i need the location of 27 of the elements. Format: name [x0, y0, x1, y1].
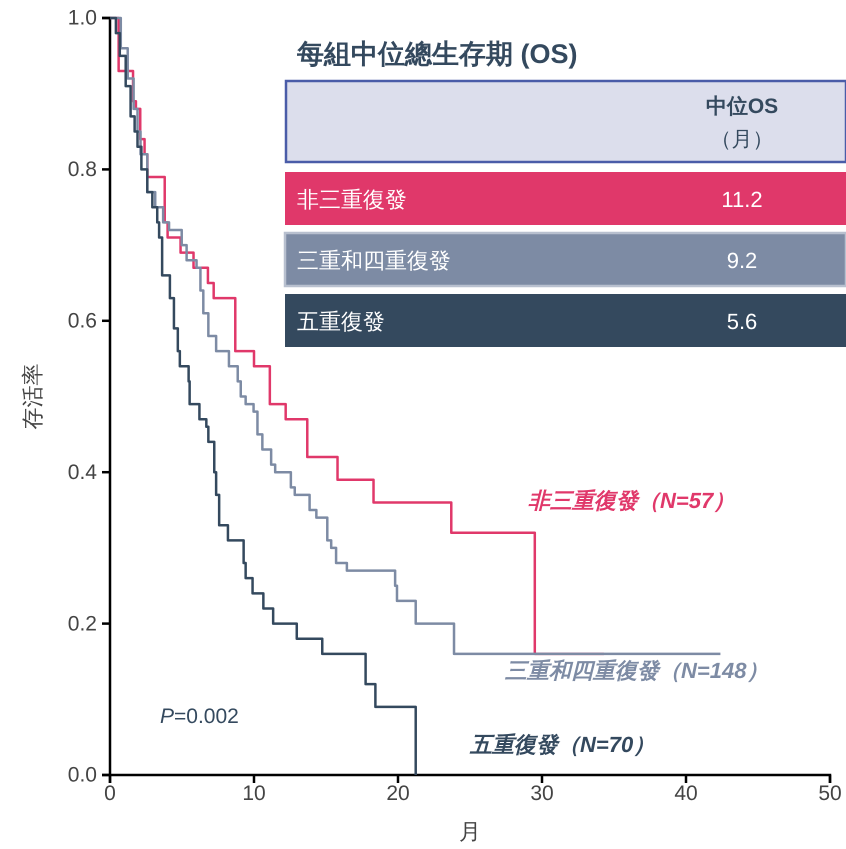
x-tick-label: 40 [674, 782, 698, 805]
annotation: 非三重復發 [297, 187, 407, 212]
annotation: 9.2 [726, 248, 758, 273]
annotation: P=0.002 [160, 705, 239, 728]
y-tick-label: 0.4 [68, 460, 98, 484]
x-tick-label: 50 [818, 782, 842, 805]
y-tick-label: 0.0 [68, 764, 97, 787]
y-axis-title: 存活率 [20, 364, 45, 430]
x-tick-label: 20 [386, 782, 410, 805]
x-tick-label: 10 [242, 782, 266, 805]
annotation: （月） [710, 128, 774, 151]
annotation: 中位OS [706, 95, 778, 118]
x-tick-label: 0 [104, 782, 116, 805]
series-label: 非三重復發（N=57） [528, 488, 736, 513]
x-tick-label: 30 [530, 782, 554, 805]
text: 五重復發（N=70） [469, 732, 656, 757]
annotation: 11.2 [721, 187, 763, 212]
y-tick-label: 0.6 [68, 310, 97, 333]
y-tick-label: 1.0 [68, 6, 97, 30]
y-tick-label: 0.2 [68, 612, 97, 636]
series-label: 三重和四重復發（N=148） [504, 658, 768, 683]
annotation: 三重和四重復發 [297, 248, 451, 273]
x-axis-title: 月 [459, 819, 481, 844]
annotation: 每組中位總生存期 (OS) [296, 39, 578, 69]
annotation: 5.6 [726, 309, 758, 334]
annotation: 五重復發 [297, 309, 385, 334]
y-tick-label: 0.8 [68, 158, 97, 182]
